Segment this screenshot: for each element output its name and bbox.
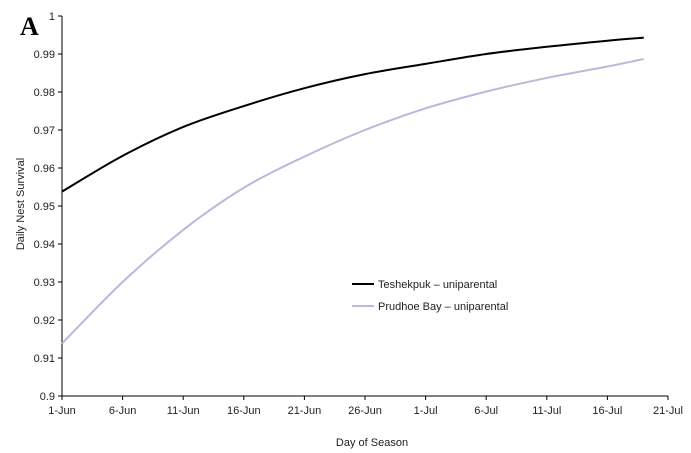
y-tick-label: 0.92 (34, 315, 55, 327)
x-tick-label: 21-Jun (288, 405, 322, 417)
legend: Teshekpuk – uniparental Prudhoe Bay – un… (352, 279, 508, 313)
x-tick-label: 1-Jun (48, 405, 76, 417)
x-tick-label: 11-Jun (167, 405, 200, 417)
x-axis-title: Day of Season (336, 437, 408, 449)
series-line-prudhoe-bay (61, 57, 644, 345)
series-line-teshekpuk (61, 36, 644, 193)
x-tick-label: 21-Jul (653, 405, 683, 417)
y-tick-label: 0.93 (34, 277, 55, 289)
panel-letter: A (20, 12, 39, 41)
x-tick-label: 16-Jun (227, 405, 261, 417)
x-tick-label: 6-Jul (474, 405, 498, 417)
x-tick-label: 6-Jun (109, 405, 137, 417)
y-tick-label: 0.95 (34, 201, 55, 213)
y-tick-label: 1 (49, 11, 55, 23)
y-tick-label: 0.99 (34, 49, 55, 61)
x-tick-label: 1-Jul (414, 405, 438, 417)
x-tick-label: 26-Jun (348, 405, 382, 417)
x-tick-label: 11-Jul (532, 405, 561, 417)
y-tick-label: 0.91 (34, 353, 55, 365)
series-group (61, 36, 644, 345)
y-tick-label: 0.96 (34, 163, 55, 175)
y-tick-label: 0.9 (40, 391, 55, 403)
x-tick-label: 16-Jul (592, 405, 622, 417)
y-axis-title: Daily Nest Survival (15, 158, 27, 250)
legend-label-prudhoe-bay: Prudhoe Bay – uniparental (378, 301, 508, 313)
y-tick-label: 0.98 (34, 87, 55, 99)
x-axis-ticks: 1-Jun 6-Jun 11-Jun 16-Jun 21-Jun 26-Jun 1-Jul 6… (48, 396, 683, 417)
y-axis-ticks: 0.9 0.91 0.92 0.93 0.94 0.95 0.96 0.97 0.98 0.99 1 (34, 11, 62, 403)
y-tick-label: 0.94 (34, 239, 55, 251)
y-tick-label: 0.97 (34, 125, 55, 137)
legend-label-teshekpuk: Teshekpuk – uniparental (378, 279, 497, 291)
